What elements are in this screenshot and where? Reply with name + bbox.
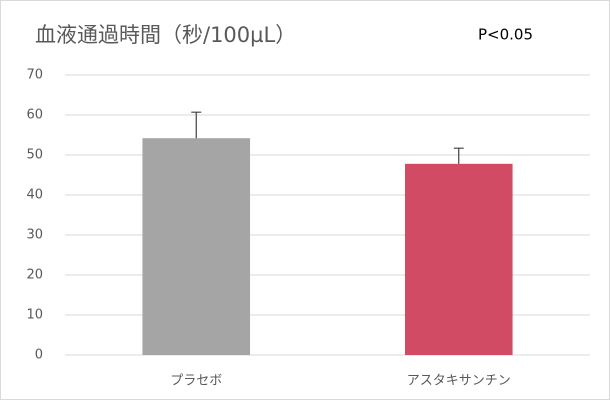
bar (142, 138, 251, 355)
error-bar (191, 111, 202, 139)
error-bar (453, 147, 464, 164)
x-tick-label: アスタキサンチン (407, 374, 511, 389)
y-tick-label: 40 (26, 188, 43, 203)
bar (404, 163, 513, 355)
y-tick-label: 30 (26, 228, 43, 243)
y-tick-label: 70 (26, 68, 43, 83)
y-tick-label: 10 (26, 308, 43, 323)
chart-title: 血液通過時間（秒/100µL） (35, 23, 296, 47)
y-tick-label: 0 (35, 348, 43, 363)
y-tick-label: 60 (26, 108, 43, 123)
annotation: P<0.05 (478, 26, 533, 44)
y-tick-label: 20 (26, 268, 43, 283)
x-tick-label: プラセボ (170, 374, 222, 389)
y-tick-label: 50 (26, 148, 43, 163)
